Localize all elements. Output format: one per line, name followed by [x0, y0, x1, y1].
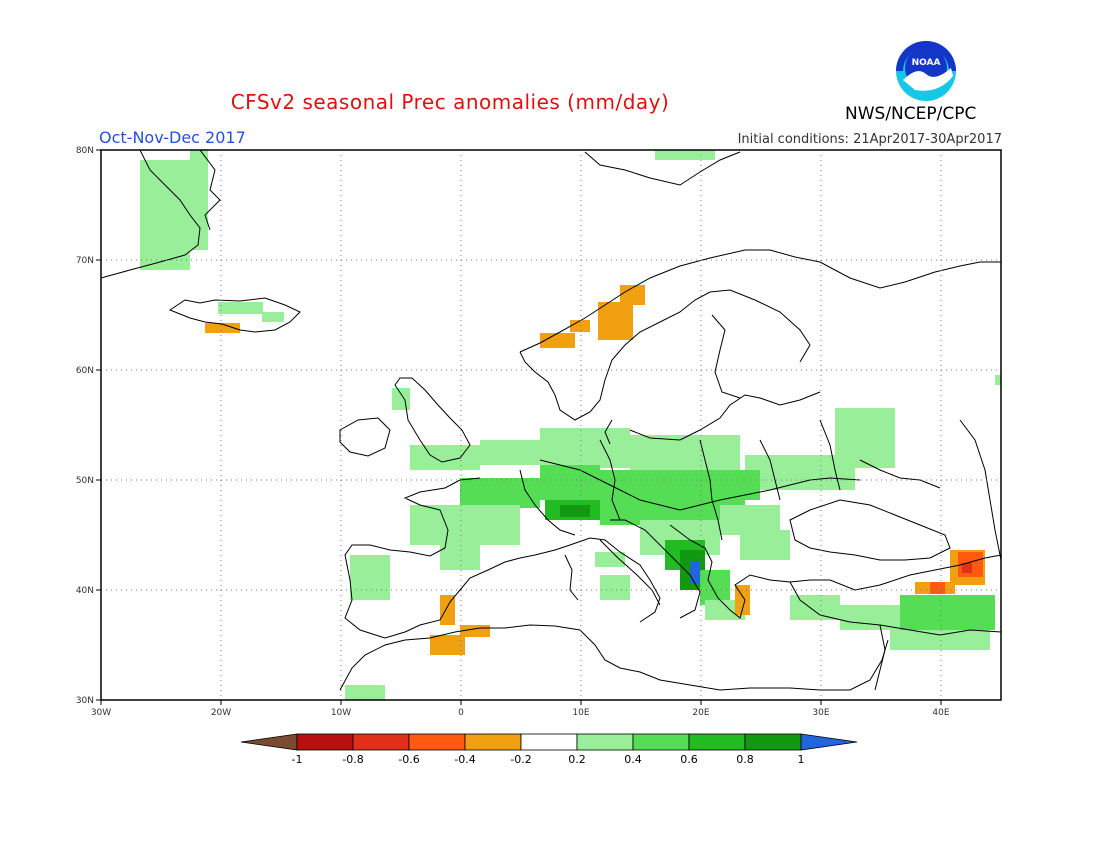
anomaly-cell: [740, 530, 790, 560]
lon-label: 30E: [812, 708, 829, 718]
anomaly-cell: [620, 285, 645, 305]
anomaly-cell: [600, 575, 630, 600]
anomaly-cell: [392, 388, 410, 410]
noaa-logo-icon: NOAA: [896, 41, 956, 101]
noaa-logo-text: NOAA: [912, 58, 941, 68]
colorbar-segment: [352, 733, 410, 751]
anomaly-cell: [345, 685, 385, 700]
anomaly-cell: [540, 333, 575, 348]
anomaly-cell: [735, 585, 750, 615]
graticule: [101, 150, 1001, 700]
lat-label: 80N: [76, 146, 94, 156]
anomaly-cell: [930, 582, 945, 594]
lon-label: 10E: [572, 708, 589, 718]
anomaly-cell: [262, 312, 284, 322]
anomaly-shading: [140, 150, 1001, 700]
lat-label: 30N: [76, 696, 94, 706]
map-frame: [100, 149, 1002, 701]
anomaly-cell: [460, 478, 540, 508]
lon-label: 40E: [932, 708, 949, 718]
colorbar-segment: [464, 733, 522, 751]
anomaly-cell: [540, 428, 630, 468]
anomaly-cell: [140, 160, 190, 270]
colorbar-label: 0.8: [736, 753, 754, 766]
anomaly-cell: [840, 605, 900, 630]
anomaly-cell: [900, 595, 995, 630]
lat-label: 50N: [76, 476, 94, 486]
colorbar-segment: [688, 733, 746, 751]
anomaly-cell: [890, 630, 990, 650]
anomaly-cell: [598, 302, 633, 340]
anomaly-cell: [700, 570, 730, 605]
colorbar-label: -0.8: [342, 753, 363, 766]
anomaly-cell: [410, 505, 520, 545]
lon-label: 30W: [91, 708, 111, 718]
anomaly-cell: [460, 625, 490, 637]
colorbar-label: 0.2: [568, 753, 586, 766]
colorbar-label: -1: [292, 753, 303, 766]
anomaly-cell: [962, 563, 972, 573]
anomaly-cell: [630, 435, 740, 470]
anomaly-cell: [570, 320, 590, 332]
lon-label: 10W: [331, 708, 351, 718]
anomaly-cell: [440, 545, 480, 570]
anomaly-cell: [595, 552, 625, 567]
colorbar-segment: [744, 733, 802, 751]
agency-label: NWS/NCEP/CPC: [845, 104, 977, 124]
anomaly-cell: [690, 562, 700, 584]
ticks: [96, 149, 942, 705]
anomaly-cell: [218, 302, 263, 314]
anomaly-cell: [655, 150, 715, 160]
anomaly-cell: [540, 465, 600, 500]
colorbar-arrow-low: [240, 733, 298, 751]
colorbar-segment: [408, 733, 466, 751]
initial-conditions-label: Initial conditions: 21Apr2017-30Apr2017: [737, 132, 1002, 147]
colorbar-segment: [520, 733, 578, 751]
lon-label: 20W: [211, 708, 231, 718]
colorbar-label: 0.4: [624, 753, 642, 766]
anomaly-cell: [835, 408, 895, 468]
colorbar-label: 1: [798, 753, 805, 766]
anomaly-cell: [480, 440, 540, 465]
anomaly-cell: [440, 595, 455, 625]
colorbar-segment: [576, 733, 634, 751]
colorbar-label: -0.6: [398, 753, 419, 766]
lat-label: 40N: [76, 586, 94, 596]
colorbar-segment: [296, 733, 354, 751]
colorbar-segment: [632, 733, 690, 751]
anomaly-cell: [680, 470, 760, 500]
anomaly-cell: [410, 445, 480, 470]
anomaly-cell: [790, 595, 840, 620]
anomaly-cell: [995, 375, 1001, 385]
colorbar-label: -0.4: [454, 753, 475, 766]
lon-label: 0: [458, 708, 464, 718]
colorbar-label: -0.2: [510, 753, 531, 766]
coastlines: [101, 150, 1001, 691]
lat-label: 70N: [76, 256, 94, 266]
map-title: CFSv2 seasonal Prec anomalies (mm/day): [230, 90, 670, 114]
anomaly-cell: [190, 150, 208, 250]
anomaly-cell: [430, 635, 465, 655]
colorbar: -1 -0.8 -0.6 -0.4 -0.2 0.2 0.4 0.6 0.8 1: [240, 733, 858, 766]
period-label: Oct-Nov-Dec 2017: [99, 128, 246, 147]
colorbar-arrow-high: [800, 733, 858, 751]
lon-label: 20E: [692, 708, 709, 718]
anomaly-cell: [560, 505, 590, 517]
colorbar-label: 0.6: [680, 753, 698, 766]
lat-label: 60N: [76, 366, 94, 376]
anomaly-cell: [205, 323, 240, 333]
anomaly-cell: [350, 555, 390, 600]
